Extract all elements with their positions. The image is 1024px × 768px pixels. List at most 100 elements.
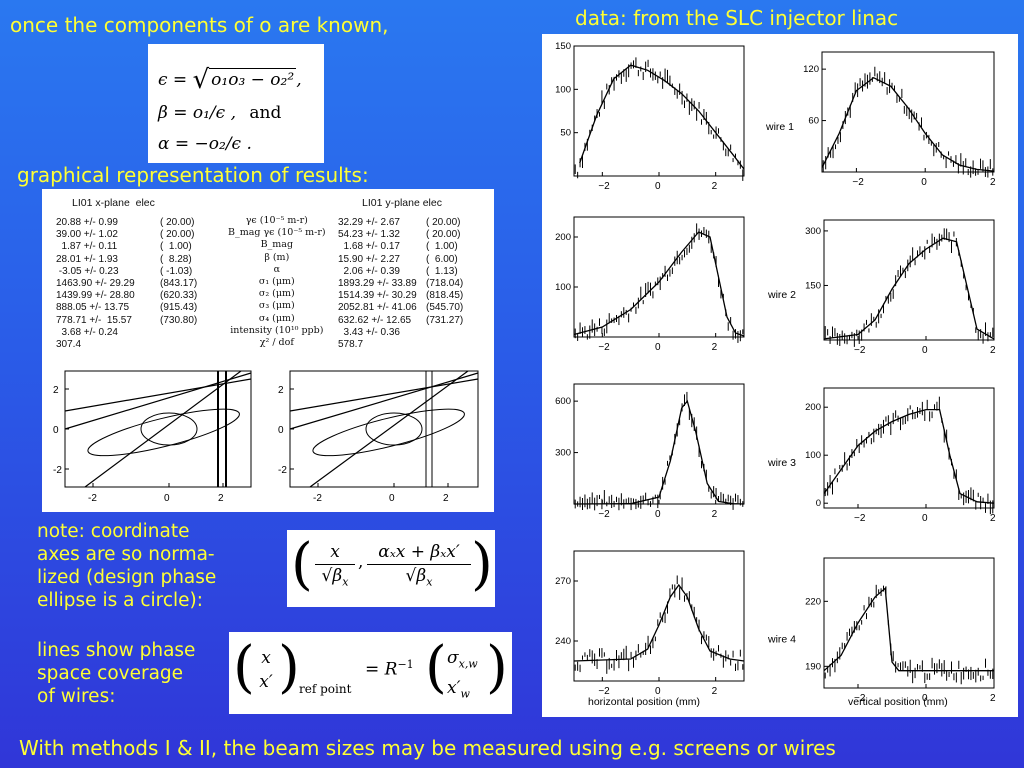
x-tick-label: 0 bbox=[922, 345, 928, 356]
eps-radicand: o₁o₃ − o₂² bbox=[209, 68, 297, 90]
y-tick-label: 120 bbox=[803, 64, 819, 75]
lines-line: space coverage bbox=[37, 663, 184, 684]
x-tick-label: −2 bbox=[598, 342, 610, 353]
fit-curve bbox=[573, 399, 745, 505]
x-tick-label: 2 bbox=[712, 509, 718, 520]
wire-coverage-line bbox=[289, 378, 479, 412]
x-tick-label: −2 bbox=[598, 686, 610, 697]
horizontal-axis-title: horizontal position (mm) bbox=[588, 696, 700, 708]
x-tick-label: 0 bbox=[922, 693, 928, 704]
y-tick-label: 60 bbox=[808, 116, 819, 127]
chart-frame bbox=[823, 219, 995, 341]
phase-y-tick: 0 bbox=[53, 425, 59, 436]
vec-w-prime: x′ bbox=[447, 678, 461, 699]
x-tick-label: 0 bbox=[922, 513, 928, 524]
y-tick-label: 100 bbox=[555, 84, 571, 95]
inverse-r: = R bbox=[365, 659, 398, 680]
eps-comma: , bbox=[296, 70, 302, 90]
wire-chart-4: −2 0 2 300 150 wire 2 bbox=[767, 219, 996, 356]
x-tick-label: 2 bbox=[712, 686, 718, 697]
wire-label: wire 1 bbox=[765, 121, 794, 133]
vec-sigma: σ bbox=[447, 648, 459, 668]
phase-plot-right-frame bbox=[289, 370, 479, 488]
fit-curve bbox=[573, 583, 745, 662]
phase-plot-left-frame bbox=[64, 370, 252, 488]
y-tick-label: 50 bbox=[560, 128, 571, 139]
note-line: note: coordinate bbox=[37, 521, 190, 542]
y-plane-title: LI01 y-plane elec bbox=[362, 197, 442, 209]
wire-chart-2: −2 0 2 120 60 wire 1 bbox=[765, 51, 996, 188]
y-plane-design: ( 20.00) ( 20.00) ( 1.00) ( 6.00) ( 1.13… bbox=[426, 217, 464, 326]
x-plane-design: ( 20.00) ( 20.00) ( 1.00) ( 8.28) ( -1.0… bbox=[160, 217, 198, 326]
chart-frame bbox=[573, 383, 745, 505]
phase-x-tick: 2 bbox=[443, 493, 449, 504]
note-line: axes are so norma- bbox=[37, 544, 215, 565]
norm-sub-1: x bbox=[342, 575, 349, 589]
y-tick-label: 270 bbox=[555, 576, 571, 587]
y-tick-label: 300 bbox=[805, 226, 821, 237]
wire-coverage-line bbox=[84, 370, 242, 488]
norm-denominator-2: √β bbox=[405, 566, 427, 586]
phase-plot-right: 2 0 -2 -2 0 2 bbox=[278, 370, 479, 504]
phase-x-tick: -2 bbox=[88, 493, 97, 504]
y-tick-label: 150 bbox=[555, 41, 571, 52]
parameter-labels: γϵ (10⁻⁵ m-r) B_mag γϵ (10⁻⁵ m-r) B_mag … bbox=[228, 215, 326, 349]
note-text: note: coordinate axes are so norma- lize… bbox=[37, 520, 216, 612]
phase-plot-left: 2 0 -2 -2 0 2 bbox=[53, 370, 252, 504]
x-tick-label: 2 bbox=[712, 181, 718, 192]
wire-coverage-line bbox=[64, 378, 252, 412]
beta-eq: β = o₁/ϵ , bbox=[158, 103, 236, 123]
x-tick-label: −2 bbox=[854, 693, 866, 704]
phase-y-tick: 0 bbox=[278, 425, 284, 436]
reference-point-equation: ( x x′ ) ref point = R−1 ( σx,w x′w ) bbox=[229, 632, 512, 714]
chart-frame bbox=[821, 51, 995, 173]
chart-frame bbox=[573, 45, 745, 177]
phase-y-tick: -2 bbox=[53, 465, 62, 476]
bottom-summary: With methods I & II, the beam sizes may … bbox=[19, 736, 836, 760]
data-source-text: data: from the SLC injector linac bbox=[575, 6, 899, 30]
y-tick-label: 300 bbox=[555, 448, 571, 459]
x-tick-label: 0 bbox=[655, 181, 661, 192]
x-tick-label: −2 bbox=[854, 513, 866, 524]
y-tick-label: 240 bbox=[555, 636, 571, 647]
norm-denominator-1: √β bbox=[321, 566, 343, 586]
intro-text: once the components of o are known, bbox=[10, 13, 389, 37]
inverse-exponent: −1 bbox=[397, 658, 414, 671]
phase-y-tick: 2 bbox=[278, 385, 284, 396]
wire-label: wire 4 bbox=[767, 634, 796, 646]
norm-numerator-1: x bbox=[330, 542, 340, 562]
phase-y-tick: 2 bbox=[53, 385, 59, 396]
fit-curve bbox=[823, 237, 995, 340]
x-plane-title: LI01 x-plane elec bbox=[72, 197, 155, 209]
norm-sub-2: x bbox=[426, 575, 433, 589]
x-tick-label: 2 bbox=[990, 177, 996, 188]
measured-ellipse bbox=[312, 408, 465, 457]
note-line: ellipse is a circle): bbox=[37, 590, 203, 611]
wire-chart-3: −2 0 2 200 100 bbox=[555, 216, 745, 353]
x-tick-label: 2 bbox=[712, 342, 718, 353]
phase-space-plots: 2 0 -2 -2 0 2 2 0 -2 -2 0 2 bbox=[53, 370, 479, 504]
normalized-coordinates-equation: ( x √βx , αₓx + βₓx′ √βx ) bbox=[287, 530, 495, 607]
x-tick-label: 2 bbox=[990, 345, 996, 356]
wire-label: wire 2 bbox=[767, 289, 796, 301]
y-tick-label: 200 bbox=[805, 402, 821, 413]
lines-line: lines show phase bbox=[37, 640, 196, 661]
wire-chart-1: −2 0 2 150 100 50 bbox=[555, 41, 745, 192]
vertical-axis-title: vertical position (mm) bbox=[848, 696, 948, 708]
wire-chart-8: −2 0 2 220 190 wire 4 bbox=[767, 557, 996, 704]
vec-x: x bbox=[261, 648, 271, 668]
note-line: lized (design phase bbox=[37, 567, 217, 588]
eps-lhs: ϵ = bbox=[158, 70, 188, 90]
wire-chart-6: −2 0 2 200 100 0 wire 3 bbox=[767, 387, 996, 524]
chart-frame bbox=[573, 550, 745, 682]
x-tick-label: −2 bbox=[854, 345, 866, 356]
x-tick-label: 2 bbox=[990, 693, 996, 704]
phase-x-tick: -2 bbox=[313, 493, 322, 504]
lines-text: lines show phase space coverage of wires… bbox=[37, 639, 195, 708]
y-tick-label: 190 bbox=[805, 661, 821, 672]
vec-xprime: x′ bbox=[259, 672, 273, 692]
y-tick-label: 200 bbox=[555, 232, 571, 243]
fit-curve bbox=[821, 76, 995, 172]
measured-ellipse bbox=[87, 408, 240, 457]
